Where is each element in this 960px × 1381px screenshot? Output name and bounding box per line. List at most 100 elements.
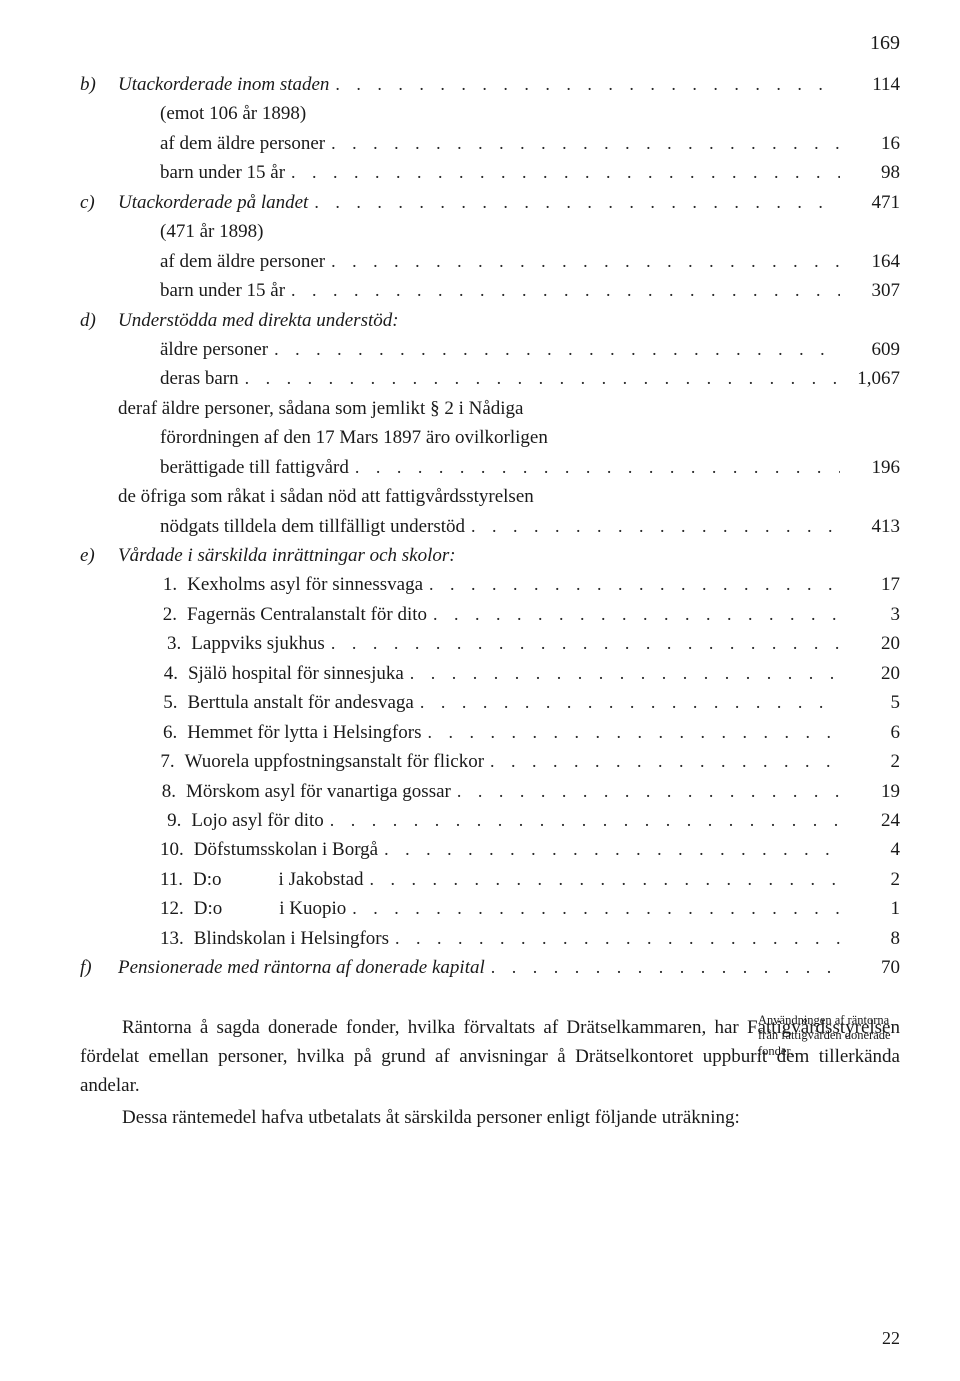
list-item: 8. Mörskom asyl för vanartiga gossar 19 bbox=[80, 777, 900, 806]
section-d-title-row: d) Understödda med direkta understöd: bbox=[80, 306, 900, 335]
list-number: 5. bbox=[160, 688, 188, 717]
body-paragraphs: Användningen af räntorna från fattigvård… bbox=[80, 1013, 900, 1133]
leader-dots bbox=[465, 513, 840, 541]
leader-dots bbox=[484, 748, 840, 776]
section-c-note-text: (471 år 1898) bbox=[160, 217, 263, 246]
line-value: 3 bbox=[840, 600, 900, 629]
line-value: 196 bbox=[840, 453, 900, 482]
list-number: 1. bbox=[160, 570, 187, 599]
line-value: 2 bbox=[840, 865, 900, 894]
margin-note: Användningen af räntorna från fattigvård… bbox=[758, 1013, 908, 1060]
leader-dots bbox=[285, 159, 840, 187]
section-f-value: 70 bbox=[840, 953, 900, 982]
section-b-title-row: b) Utackorderade inom staden 114 bbox=[80, 70, 900, 99]
section-c-line-2: barn under 15 år 307 bbox=[80, 276, 900, 305]
line-value: 8 bbox=[840, 924, 900, 953]
leader-dots bbox=[324, 807, 840, 835]
section-c-value: 471 bbox=[840, 188, 900, 217]
section-f-title-row: f) Pensionerade med räntorna af donerade… bbox=[80, 953, 900, 982]
leader-dots bbox=[285, 277, 840, 305]
document-page: 169 b) Utackorderade inom staden 114 (em… bbox=[0, 0, 960, 1381]
leader-dots bbox=[404, 660, 840, 688]
line-label: äldre personer bbox=[160, 335, 268, 364]
section-f-title: Pensionerade med räntorna af donerade ka… bbox=[118, 953, 485, 982]
line-value: 5 bbox=[840, 688, 900, 717]
leader-dots bbox=[325, 130, 840, 158]
line-label: af dem äldre personer bbox=[160, 247, 325, 276]
line-value: 19 bbox=[840, 777, 900, 806]
line-value: 1 bbox=[840, 894, 900, 923]
leader-dots bbox=[308, 189, 840, 217]
list-number: 6. bbox=[160, 718, 187, 747]
line-value: 164 bbox=[840, 247, 900, 276]
section-d-wrap4: de öfriga som råkat i sådan nöd att fatt… bbox=[80, 482, 900, 511]
list-number: 11. bbox=[160, 865, 193, 894]
line-label: deras barn bbox=[160, 364, 239, 393]
line-label: nödgats tilldela dem tillfälligt underst… bbox=[160, 512, 465, 541]
list-number: 9. bbox=[160, 806, 191, 835]
list-number: 2. bbox=[160, 600, 187, 629]
section-c-note: (471 år 1898) bbox=[80, 217, 900, 246]
line-value: 307 bbox=[840, 276, 900, 305]
leader-dots bbox=[325, 248, 840, 276]
page-number-bottom: 22 bbox=[882, 1325, 900, 1353]
leader-dots bbox=[364, 866, 840, 894]
line-value: 17 bbox=[840, 570, 900, 599]
line-value: 20 bbox=[840, 659, 900, 688]
list-item: 7. Wuorela uppfostningsanstalt för flick… bbox=[80, 747, 900, 776]
section-d-line-1: äldre personer 609 bbox=[80, 335, 900, 364]
list-item: 10. Döfstumsskolan i Borgå 4 bbox=[80, 835, 900, 864]
list-number: 4. bbox=[160, 659, 188, 688]
leader-dots bbox=[451, 778, 840, 806]
list-number: 12. bbox=[160, 894, 194, 923]
section-c-line-1: af dem äldre personer 164 bbox=[80, 247, 900, 276]
section-b-line-1: af dem äldre personer 16 bbox=[80, 129, 900, 158]
section-d-line-2: deras barn 1,067 bbox=[80, 364, 900, 393]
line-value: 609 bbox=[840, 335, 900, 364]
line-label: Berttula anstalt för andesvaga bbox=[188, 688, 414, 717]
line-label: barn under 15 år bbox=[160, 158, 285, 187]
section-b-note: (emot 106 år 1898) bbox=[80, 99, 900, 128]
line-label: Blindskolan i Helsingfors bbox=[194, 924, 389, 953]
section-e-marker: e) bbox=[80, 541, 118, 570]
section-b-marker: b) bbox=[80, 70, 118, 99]
line-label: Döfstumsskolan i Borgå bbox=[194, 835, 378, 864]
paragraph-2: Dessa räntemedel hafva utbetalats åt sär… bbox=[80, 1103, 900, 1132]
list-item: 1. Kexholms asyl för sinnessvaga 17 bbox=[80, 570, 900, 599]
list-item: 4. Själö hospital för sinnesjuka 20 bbox=[80, 659, 900, 688]
list-number: 3. bbox=[160, 629, 191, 658]
document-body: b) Utackorderade inom staden 114 (emot 1… bbox=[80, 70, 900, 1132]
line-label: barn under 15 år bbox=[160, 276, 285, 305]
section-b-line-2: barn under 15 år 98 bbox=[80, 158, 900, 187]
section-e-title: Vårdade i särskilda inrättningar och sko… bbox=[118, 541, 456, 570]
leader-dots bbox=[239, 365, 840, 393]
line-label: förordningen af den 17 Mars 1897 äro ovi… bbox=[160, 423, 548, 452]
leader-dots bbox=[346, 895, 840, 923]
section-d-wrap2: förordningen af den 17 Mars 1897 äro ovi… bbox=[80, 423, 900, 452]
section-d-wrap3: berättigade till fattigvård 196 bbox=[80, 453, 900, 482]
section-d-title: Understödda med direkta understöd: bbox=[118, 306, 399, 335]
line-label: berättigade till fattigvård bbox=[160, 453, 349, 482]
leader-dots bbox=[389, 925, 840, 953]
leader-dots bbox=[329, 71, 840, 99]
list-number: 7. bbox=[160, 747, 185, 776]
section-c-title-row: c) Utackorderade på landet 471 bbox=[80, 188, 900, 217]
leader-dots bbox=[414, 689, 840, 717]
leader-dots bbox=[427, 601, 840, 629]
leader-dots bbox=[349, 454, 840, 482]
line-value: 413 bbox=[840, 512, 900, 541]
line-label: Hemmet för lytta i Helsingfors bbox=[187, 718, 421, 747]
line-value: 16 bbox=[840, 129, 900, 158]
section-e-title-row: e) Vårdade i särskilda inrättningar och … bbox=[80, 541, 900, 570]
line-value: 4 bbox=[840, 835, 900, 864]
page-number-top: 169 bbox=[870, 28, 900, 59]
line-value: 1,067 bbox=[840, 364, 900, 393]
leader-dots bbox=[423, 571, 840, 599]
line-label: D:o i Kuopio bbox=[194, 894, 347, 923]
line-label: Själö hospital för sinnesjuka bbox=[188, 659, 404, 688]
line-label: de öfriga som råkat i sådan nöd att fatt… bbox=[118, 482, 534, 511]
list-item: 3. Lappviks sjukhus 20 bbox=[80, 629, 900, 658]
list-item: 12. D:o i Kuopio 1 bbox=[80, 894, 900, 923]
section-b-note-text: (emot 106 år 1898) bbox=[160, 99, 306, 128]
section-d-wrap5: nödgats tilldela dem tillfälligt underst… bbox=[80, 512, 900, 541]
